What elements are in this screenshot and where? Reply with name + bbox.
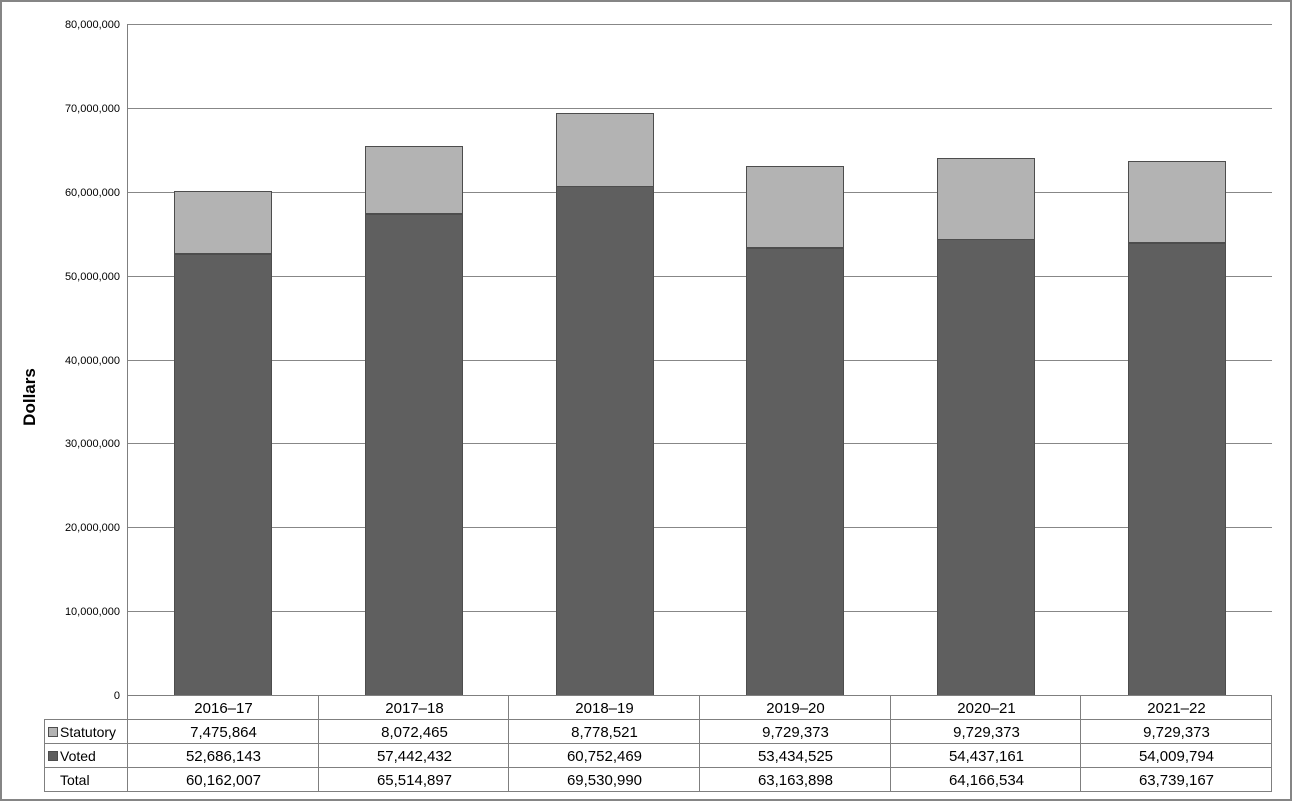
y-gridline [128, 611, 1272, 612]
table-line [699, 696, 700, 792]
y-gridline [128, 276, 1272, 277]
y-tick-label: 10,000,000 [64, 606, 120, 618]
table-cell: 52,686,143 [185, 747, 262, 765]
legend-label: Total [60, 772, 90, 788]
table-cell: 7,475,864 [190, 723, 257, 741]
table-cell: 8,072,465 [381, 723, 448, 741]
legend-cell: Statutory [44, 720, 128, 744]
table-header-cell: 2016–17 [194, 699, 253, 717]
table-cell: 63,739,167 [1138, 771, 1215, 789]
y-tick-label: 40,000,000 [64, 355, 120, 367]
table-cell: 53,434,525 [757, 747, 834, 765]
y-gridline [128, 527, 1272, 528]
table-line [44, 791, 1272, 792]
y-gridline [128, 360, 1272, 361]
bar-segment-voted [746, 248, 844, 696]
bar-segment-voted [174, 254, 272, 696]
table-cell: 9,729,373 [1143, 723, 1210, 741]
legend-label: Statutory [60, 724, 117, 740]
table-cell: 60,752,469 [566, 747, 643, 765]
bar-segment-statutory [746, 166, 844, 248]
y-tick-label: 20,000,000 [64, 522, 120, 534]
table-line [1080, 696, 1081, 792]
bar-segment-voted [1128, 243, 1226, 696]
legend-swatch-voted [48, 751, 58, 761]
bar-segment-voted [556, 186, 654, 696]
y-tick-label: 60,000,000 [64, 187, 120, 199]
table-line [1271, 696, 1272, 792]
table-cell: 60,162,007 [185, 771, 262, 789]
y-tick-label: 0 [113, 690, 120, 702]
table-cell: 8,778,521 [571, 723, 638, 741]
table-cell: 57,442,432 [376, 747, 453, 765]
table-cell: 69,530,990 [566, 771, 643, 789]
table-cell: 9,729,373 [953, 723, 1020, 741]
legend-cell: Total [44, 768, 128, 792]
table-line [508, 696, 509, 792]
bar-segment-voted [365, 214, 463, 696]
table-header-cell: 2018–19 [575, 699, 634, 717]
table-line [44, 719, 1272, 720]
bar-segment-statutory [937, 158, 1035, 240]
table-header-cell: 2020–21 [957, 699, 1016, 717]
table-cell: 9,729,373 [762, 723, 829, 741]
bar-segment-statutory [174, 191, 272, 254]
table-line [890, 696, 891, 792]
y-axis-title: Dollars [20, 368, 39, 426]
table-cell: 54,437,161 [948, 747, 1025, 765]
y-tick-label: 80,000,000 [64, 19, 120, 31]
table-cell: 64,166,534 [948, 771, 1025, 789]
table-cell: 63,163,898 [757, 771, 834, 789]
table-line [44, 720, 45, 792]
table-cell: 54,009,794 [1138, 747, 1215, 765]
table-cell: 65,514,897 [376, 771, 453, 789]
table-header-cell: 2017–18 [385, 699, 444, 717]
y-tick-label: 50,000,000 [64, 271, 120, 283]
bar-segment-statutory [1128, 161, 1226, 243]
table-line [44, 743, 1272, 744]
y-gridline [128, 24, 1272, 25]
y-gridline [128, 443, 1272, 444]
table-line [128, 695, 1272, 696]
y-tick-label: 30,000,000 [64, 438, 120, 450]
bar-segment-statutory [556, 113, 654, 187]
legend-label: Voted [60, 748, 96, 764]
y-axis-line [127, 24, 128, 792]
bar-segment-statutory [365, 146, 463, 214]
table-line [318, 696, 319, 792]
y-gridline [128, 192, 1272, 193]
y-gridline [128, 108, 1272, 109]
y-tick-label: 70,000,000 [64, 103, 120, 115]
table-header-cell: 2019–20 [766, 699, 825, 717]
legend-swatch-statutory [48, 727, 58, 737]
table-header-cell: 2021–22 [1147, 699, 1206, 717]
legend-cell: Voted [44, 744, 128, 768]
bar-segment-voted [937, 239, 1035, 696]
table-line [44, 767, 1272, 768]
